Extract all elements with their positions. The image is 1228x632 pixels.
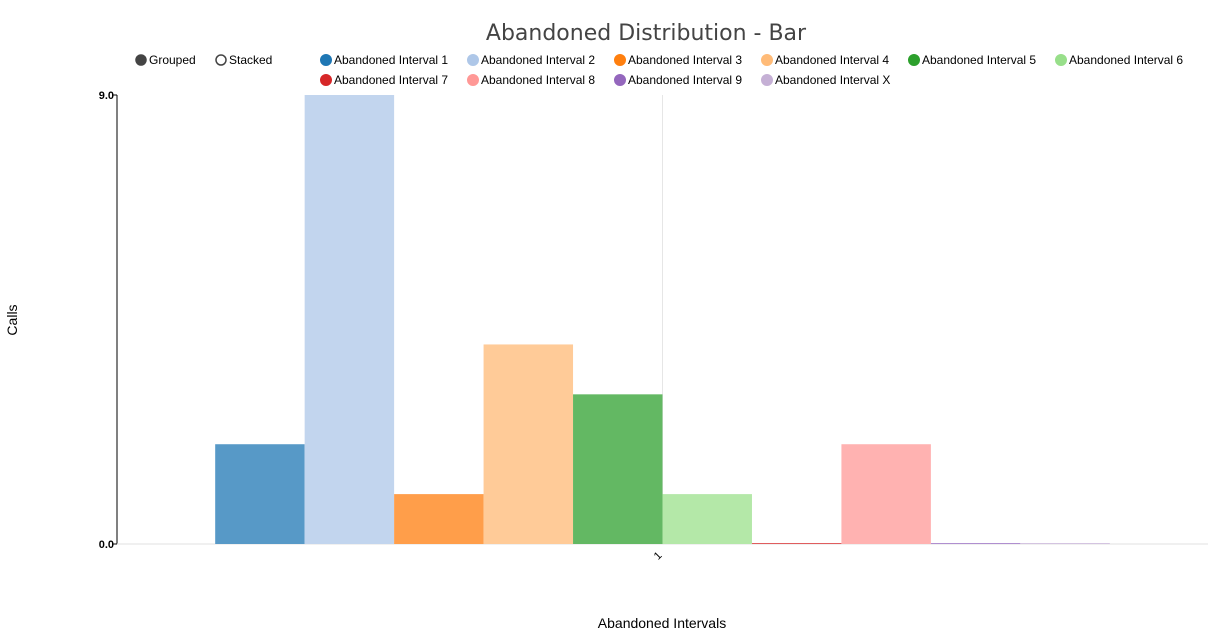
legend-label[interactable]: Abandoned Interval 4 <box>775 53 889 67</box>
legend-label[interactable]: Abandoned Interval 3 <box>628 53 742 67</box>
legend-label[interactable]: Abandoned Interval 9 <box>628 73 742 87</box>
legend-marker[interactable] <box>614 74 626 86</box>
bar-abandoned-interval-9[interactable] <box>930 543 1021 544</box>
legend-marker[interactable] <box>614 54 626 66</box>
y-tick-label: 9.0 <box>99 90 114 102</box>
mode-option-grouped[interactable]: Grouped <box>135 53 196 67</box>
bar-abandoned-interval-4[interactable] <box>483 344 574 544</box>
bar-abandoned-interval-8[interactable] <box>841 444 931 544</box>
mode-option-label[interactable]: Stacked <box>229 53 272 67</box>
chart-title: Abandoned Distribution - Bar <box>486 21 807 46</box>
mode-controls: Grouped Stacked <box>135 53 272 67</box>
legend: Abandoned Interval 1 Abandoned Interval 2… <box>320 53 1184 87</box>
bar-abandoned-interval-3[interactable] <box>394 494 484 544</box>
bar-abandoned-interval-5[interactable] <box>573 394 663 544</box>
legend-item[interactable]: Abandoned Interval 3 <box>614 53 743 67</box>
x-axis-label: Abandoned Intervals <box>598 615 726 631</box>
legend-marker[interactable] <box>908 54 920 66</box>
legend-label[interactable]: Abandoned Interval 8 <box>481 73 595 87</box>
legend-marker[interactable] <box>320 74 332 86</box>
legend-item[interactable]: Abandoned Interval 9 <box>614 73 743 87</box>
legend-item[interactable]: Abandoned Interval 2 <box>467 53 596 67</box>
mode-option-stacked[interactable]: Stacked <box>215 53 272 67</box>
bar-abandoned-interval-6[interactable] <box>662 494 752 544</box>
legend-item[interactable]: Abandoned Interval 5 <box>908 53 1037 67</box>
mode-option-label[interactable]: Grouped <box>149 53 196 67</box>
legend-item[interactable]: Abandoned Interval 1 <box>320 53 449 67</box>
bar-abandoned-interval-x[interactable] <box>1020 543 1110 544</box>
mode-option-marker[interactable] <box>215 54 227 66</box>
legend-marker[interactable] <box>467 54 479 66</box>
legend-item[interactable]: Abandoned Interval 4 <box>761 53 890 67</box>
y-tick-label: 0.0 <box>99 539 114 551</box>
plot-area: 0.0 9.0 1 <box>99 90 1208 562</box>
bar-abandoned-interval-7[interactable] <box>751 543 842 544</box>
bar-abandoned-interval-1[interactable] <box>215 444 305 544</box>
legend-marker[interactable] <box>1055 54 1067 66</box>
legend-label[interactable]: Abandoned Interval 1 <box>334 53 448 67</box>
legend-label[interactable]: Abandoned Interval X <box>775 73 890 87</box>
legend-item[interactable]: Abandoned Interval 7 <box>320 73 449 87</box>
legend-item[interactable]: Abandoned Interval 6 <box>1055 53 1184 67</box>
x-tick-label: 1 <box>652 550 665 563</box>
legend-marker[interactable] <box>467 74 479 86</box>
legend-item[interactable]: Abandoned Interval 8 <box>467 73 596 87</box>
y-axis-label: Calls <box>4 304 20 335</box>
legend-label[interactable]: Abandoned Interval 6 <box>1069 53 1183 67</box>
mode-option-marker[interactable] <box>135 54 147 66</box>
bar-abandoned-interval-2[interactable] <box>304 95 395 544</box>
legend-marker[interactable] <box>320 54 332 66</box>
legend-item[interactable]: Abandoned Interval X <box>761 73 891 87</box>
legend-marker[interactable] <box>761 74 773 86</box>
legend-marker[interactable] <box>761 54 773 66</box>
legend-label[interactable]: Abandoned Interval 7 <box>334 73 448 87</box>
legend-label[interactable]: Abandoned Interval 2 <box>481 53 595 67</box>
legend-label[interactable]: Abandoned Interval 5 <box>922 53 1036 67</box>
